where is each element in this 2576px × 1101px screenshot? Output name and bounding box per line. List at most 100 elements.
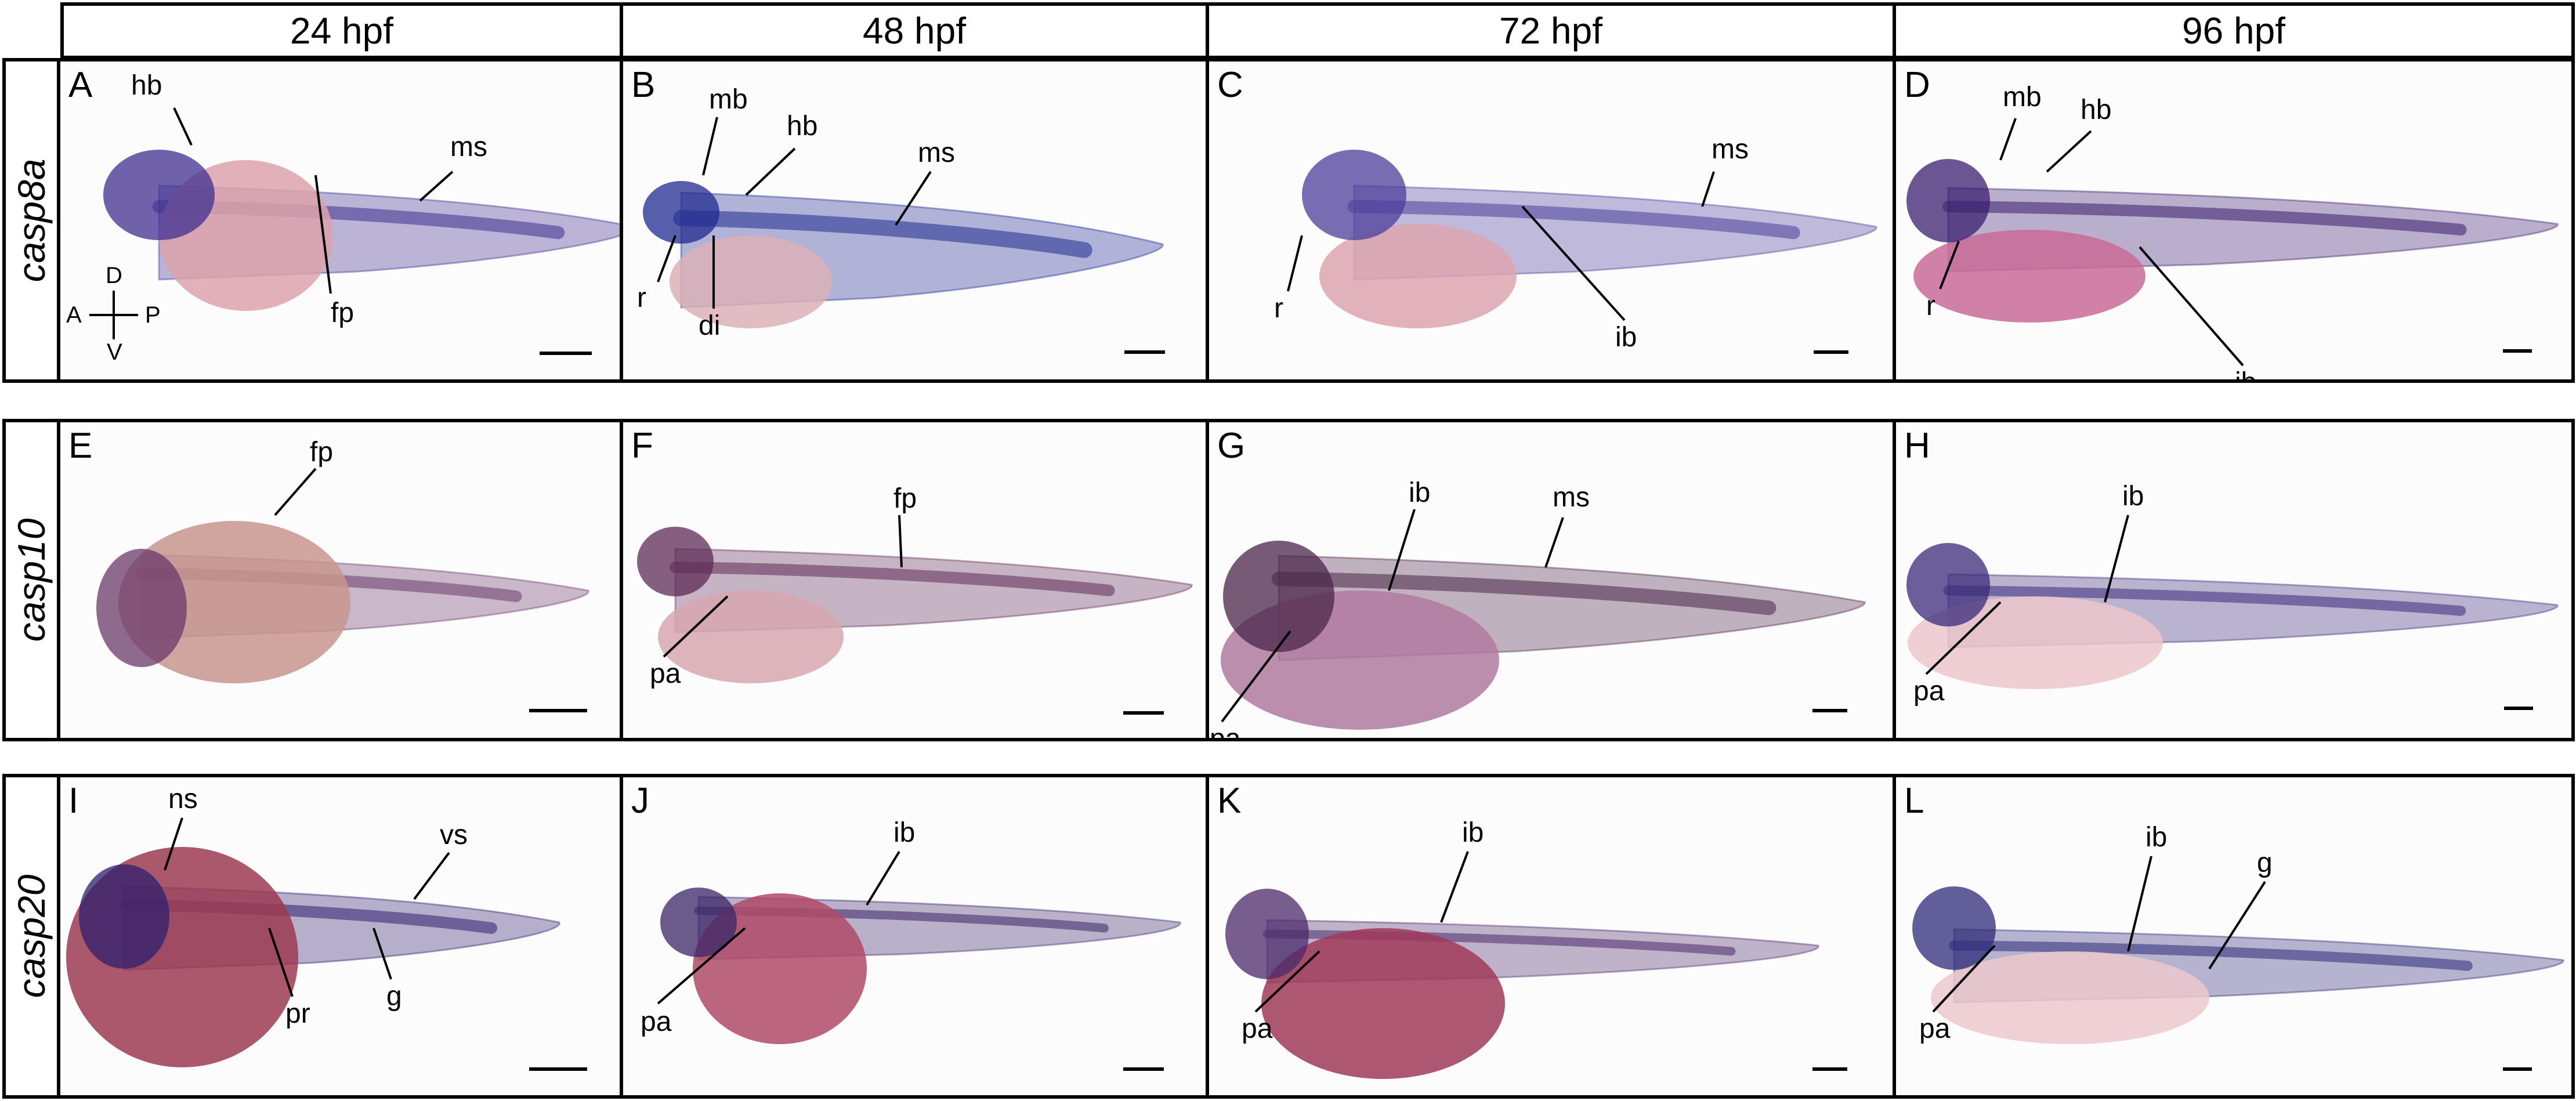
annotation-leader bbox=[1932, 944, 1996, 1013]
scale-bar bbox=[1123, 711, 1164, 715]
annotation-leader bbox=[372, 928, 392, 980]
column-header-72hpf: 72 hpf bbox=[1206, 2, 1896, 59]
annotation-ms: ms bbox=[450, 132, 487, 162]
annotation-leader bbox=[866, 850, 900, 906]
axis-posterior: P bbox=[145, 302, 161, 328]
annotation-leader bbox=[2104, 515, 2129, 603]
annotation-leader bbox=[898, 515, 903, 568]
scale-bar bbox=[529, 709, 587, 712]
embryo-image bbox=[66, 817, 560, 1067]
scale-bar bbox=[2504, 707, 2533, 710]
annotation-leader bbox=[657, 235, 676, 283]
gene-name: casp8a bbox=[10, 158, 53, 283]
embryo-head bbox=[660, 888, 737, 957]
annotation-ms: ms bbox=[1712, 134, 1749, 165]
annotation-leader bbox=[745, 147, 796, 196]
embryo-image bbox=[96, 468, 589, 683]
gene-name: casp20 bbox=[10, 874, 53, 998]
annotation-leader bbox=[1521, 205, 1626, 321]
dorsal-stain bbox=[673, 210, 1092, 258]
annotation-hb: hb bbox=[2081, 95, 2112, 125]
column-header-24hpf: 24 hpf bbox=[60, 2, 623, 59]
yolk bbox=[1908, 596, 2163, 689]
annotation-g: g bbox=[2257, 848, 2273, 878]
annotation-ms: ms bbox=[1553, 482, 1590, 513]
panel-letter: D bbox=[1904, 65, 1930, 105]
annotation-pa: pa bbox=[641, 1006, 672, 1037]
panel-letter: J bbox=[631, 781, 649, 821]
embryo-image bbox=[1225, 851, 1819, 1079]
embryo-image bbox=[1906, 515, 2559, 689]
annotation-pa: pa bbox=[1242, 1013, 1273, 1044]
annotation-leader bbox=[1221, 630, 1291, 723]
embryo-head bbox=[1302, 150, 1406, 240]
annotation-leader bbox=[895, 171, 932, 226]
axis-anterior: A bbox=[66, 302, 82, 328]
axis-ventral: V bbox=[107, 339, 122, 365]
embryo-head bbox=[1225, 889, 1309, 979]
annotation-ib: ib bbox=[2122, 481, 2144, 512]
annotation-leader bbox=[2208, 881, 2266, 970]
annotation-leader bbox=[274, 468, 317, 516]
annotation-leader bbox=[1544, 517, 1564, 568]
panel-letter: F bbox=[631, 426, 653, 466]
embryo-head bbox=[96, 549, 187, 667]
annotation-di: di bbox=[699, 310, 721, 341]
panel-letter: G bbox=[1217, 426, 1246, 466]
axis-dorsal: D bbox=[106, 263, 122, 288]
annotation-leader bbox=[1388, 509, 1416, 591]
annotation-fp: fp bbox=[331, 298, 354, 328]
gene-name: casp10 bbox=[10, 518, 53, 642]
annotation-vs: vs bbox=[440, 820, 468, 850]
embryo-head bbox=[79, 864, 169, 969]
embryo-head bbox=[1906, 543, 1990, 626]
scale-bar bbox=[1814, 350, 1848, 354]
annotation-leader bbox=[419, 171, 454, 202]
annotation-pa: pa bbox=[1913, 676, 1945, 707]
row-label-casp10: casp10 bbox=[2, 419, 60, 741]
panel-letter: I bbox=[68, 781, 79, 821]
scale-bar bbox=[1123, 1067, 1164, 1071]
dorsal-stain bbox=[670, 562, 1115, 596]
column-header-48hpf: 48 hpf bbox=[620, 2, 1209, 59]
panel-letter: C bbox=[1217, 65, 1243, 105]
scale-bar bbox=[2503, 1067, 2532, 1071]
dorsal-stain bbox=[1949, 940, 2473, 971]
embryo-head bbox=[637, 527, 714, 596]
annotation-leader bbox=[413, 852, 450, 900]
scale-bar bbox=[1124, 350, 1165, 354]
embryo-image bbox=[1287, 150, 1877, 328]
annotation-g: g bbox=[386, 981, 402, 1012]
embryo-image bbox=[637, 515, 1193, 683]
yolk bbox=[670, 236, 832, 328]
axis-horizontal-line bbox=[89, 314, 138, 316]
annotation-ib: ib bbox=[1615, 322, 1637, 353]
embryo-head bbox=[103, 150, 215, 240]
panel-letter: H bbox=[1904, 426, 1930, 466]
annotation-leader bbox=[2046, 130, 2092, 173]
annotation-leader bbox=[1440, 851, 1469, 923]
annotation-ib: ib bbox=[1409, 477, 1431, 508]
annotation-leader bbox=[268, 928, 294, 997]
yolk bbox=[1319, 224, 1517, 328]
orientation-axes: D V A P bbox=[64, 264, 168, 380]
annotation-leader bbox=[2127, 856, 2152, 952]
yolk bbox=[658, 591, 844, 683]
column-header-96hpf: 96 hpf bbox=[1893, 2, 2575, 59]
annotation-pa: pa bbox=[650, 658, 681, 689]
annotation-r: r bbox=[1926, 291, 1935, 321]
annotation-ib: ib bbox=[2146, 822, 2168, 853]
yolk bbox=[1931, 951, 2209, 1044]
yolk bbox=[1913, 230, 2146, 323]
embryo-image bbox=[643, 117, 1164, 328]
annotation-leader bbox=[1287, 235, 1303, 292]
scale-bar bbox=[1812, 709, 1847, 712]
annotation-mb: mb bbox=[2003, 82, 2042, 113]
